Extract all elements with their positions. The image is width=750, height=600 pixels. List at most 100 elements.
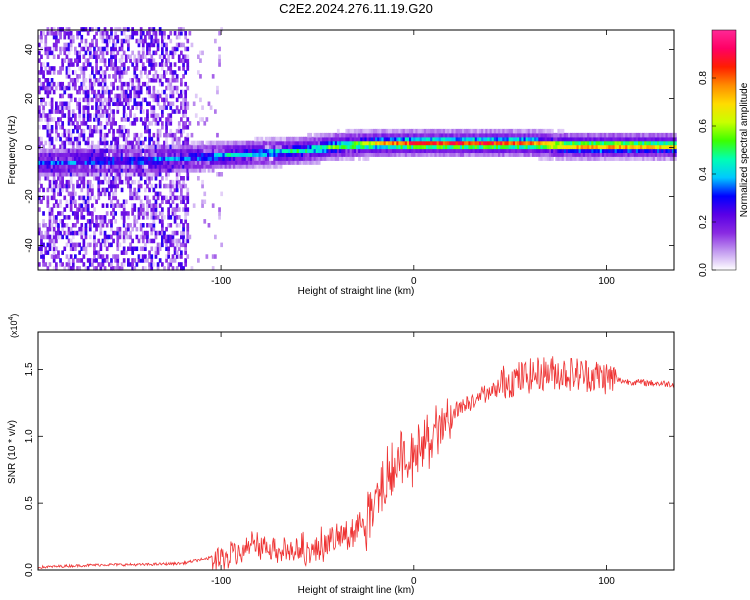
spectrogram-cell — [529, 144, 533, 150]
spectrogram-cell — [137, 164, 141, 169]
spectrogram-cell — [406, 140, 410, 146]
spectrogram-cell — [144, 148, 147, 154]
spectrogram-cell — [38, 223, 41, 228]
spectrogram-cell — [144, 242, 147, 248]
spectrogram-cell — [74, 160, 77, 165]
spectrogram-cell — [99, 156, 103, 161]
spectrogram-cell — [86, 187, 90, 193]
spectrogram-cell — [184, 152, 188, 157]
spectrogram-cell — [116, 262, 120, 267]
spectrogram-cell — [122, 93, 126, 99]
spectrogram-cell — [122, 109, 126, 114]
spectrogram-cell — [568, 140, 571, 146]
spectrogram-cell — [76, 74, 79, 79]
spectrogram-cell — [44, 78, 48, 83]
spectrogram-cell — [127, 179, 130, 185]
spectrogram-cell — [114, 179, 118, 185]
spectrogram-cell — [69, 46, 73, 52]
spectrogram-cell — [74, 58, 77, 63]
spectrogram-cell — [192, 160, 196, 165]
spectrogram-cell — [156, 101, 160, 107]
spectrogram-cell — [167, 121, 171, 126]
spectrogram-cell — [163, 266, 166, 271]
spectrogram-cell — [59, 50, 62, 56]
spectrogram-cell — [294, 152, 298, 157]
spectrogram-cell — [108, 242, 111, 248]
spectrogram-cell — [67, 266, 71, 271]
spectrogram-cell — [152, 117, 156, 122]
spectrogram-cell — [165, 97, 168, 103]
spectrogram-cell — [48, 242, 52, 248]
spectrogram-cell — [141, 109, 145, 114]
spectrogram-cell — [521, 136, 525, 142]
spectrogram-cell — [146, 109, 149, 114]
spectrogram-cell — [534, 144, 537, 150]
spectrogram-cell — [80, 164, 84, 169]
spectrogram-cell — [95, 199, 98, 205]
spectrogram-cell — [674, 144, 677, 150]
spectrogram-cell — [385, 136, 389, 142]
spectrogram-cell — [95, 42, 98, 48]
spectrogram-cell — [188, 160, 192, 165]
spectrogram-cell — [368, 140, 372, 146]
spectrogram-cell — [423, 140, 427, 146]
spectrogram-cell — [667, 152, 671, 157]
spectrogram-cell — [512, 128, 516, 134]
spectrogram-cell — [122, 223, 126, 228]
spectrogram-cell — [38, 176, 41, 181]
spectrogram-cell — [559, 136, 563, 142]
spectrogram-cell — [481, 152, 484, 157]
spectrogram-cell — [38, 207, 41, 212]
spectrogram-cell — [428, 136, 431, 142]
spectrogram-cell — [146, 58, 149, 63]
spectrogram-cell — [635, 148, 639, 154]
spectrogram-cell — [608, 136, 612, 142]
spectrogram-cell — [177, 262, 181, 267]
spectrogram-cell — [165, 42, 168, 48]
spectrogram-cell — [141, 234, 145, 240]
spectrogram-cell — [661, 144, 665, 150]
spectrogram-cell — [150, 230, 154, 236]
spectrogram-cell — [112, 156, 115, 161]
spectrogram-cell — [207, 168, 211, 173]
spectrogram-cell — [411, 132, 414, 138]
spectrogram-cell — [133, 117, 137, 122]
spectrogram-cell — [468, 132, 472, 138]
spectrogram-cell — [93, 156, 96, 161]
spectrogram-cell — [139, 254, 143, 259]
spectrogram-cell — [186, 152, 190, 157]
spectrogram-cell — [158, 54, 162, 60]
spectrogram-cell — [434, 136, 438, 142]
spectrogram-cell — [169, 93, 173, 99]
spectrogram-cell — [154, 191, 158, 197]
spectrogram-cell — [402, 128, 406, 134]
spectrogram-cell — [214, 109, 217, 114]
spectrogram-cell — [165, 46, 168, 52]
spectrogram-cell — [538, 136, 542, 142]
figure-title: C2E2.2024.276.11.19.G20 — [279, 1, 433, 16]
spectrogram-cell — [38, 140, 41, 146]
spectrogram-cell — [254, 148, 257, 154]
spectrogram-cell — [105, 187, 109, 193]
spectrogram-cell — [305, 152, 308, 157]
spectrogram-cell — [99, 113, 103, 118]
spectrogram-cell — [59, 31, 62, 36]
spectrogram-cell — [110, 199, 113, 205]
spectrogram-cell — [618, 144, 622, 150]
spectrogram-cell — [93, 164, 96, 169]
spectrogram-cell — [112, 179, 115, 185]
spectrogram-cell — [377, 148, 380, 154]
spectrogram-cell — [623, 140, 626, 146]
spectrogram-cell — [570, 144, 573, 150]
spectrogram-cell — [470, 132, 474, 138]
spectrogram-cell — [169, 215, 173, 220]
spectrogram-cell — [510, 152, 514, 157]
spectrogram-cell — [141, 42, 145, 48]
spectrogram-cell — [254, 156, 257, 161]
spectrogram-cell — [173, 207, 177, 212]
spectrogram-cell — [353, 136, 357, 142]
spectrogram-cell — [101, 50, 105, 56]
spectrogram-cell — [548, 136, 552, 142]
spectrogram-cell — [207, 148, 211, 154]
spectrogram-cell — [182, 238, 185, 244]
